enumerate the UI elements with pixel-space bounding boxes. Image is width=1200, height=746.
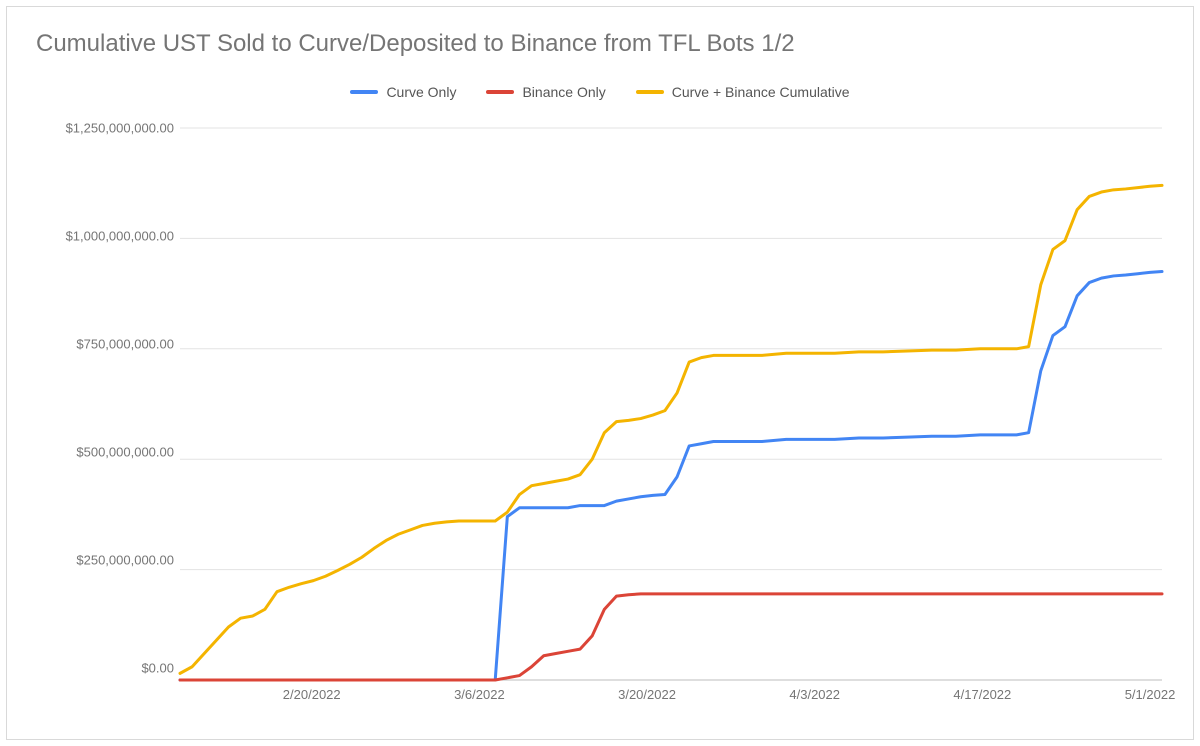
legend: Curve Only Binance Only Curve + Binance … [16,84,1184,100]
legend-label-curve: Curve Only [386,84,456,100]
x-tick-label: 4/3/2022 [789,687,840,702]
x-tick-label: 4/17/2022 [953,687,1011,702]
series-binance-only [180,594,1162,680]
chart-container: Cumulative UST Sold to Curve/Deposited t… [16,16,1184,730]
plot-svg [180,128,1162,680]
legend-label-binance: Binance Only [522,84,605,100]
chart-title: Cumulative UST Sold to Curve/Deposited t… [36,30,795,58]
legend-label-cumulative: Curve + Binance Cumulative [672,84,850,100]
legend-swatch-cumulative [636,90,664,94]
y-tick-label: $750,000,000.00 [76,337,174,352]
legend-item-binance: Binance Only [486,84,605,100]
y-tick-label: $1,000,000,000.00 [66,229,174,244]
x-tick-label: 5/1/2022 [1125,687,1176,702]
y-tick-label: $1,250,000,000.00 [66,121,174,136]
series-curve-only [180,272,1162,680]
legend-item-curve: Curve Only [350,84,456,100]
series-lines [180,185,1162,680]
legend-swatch-curve [350,90,378,94]
legend-swatch-binance [486,90,514,94]
y-tick-label: $0.00 [141,661,174,676]
x-tick-label: 3/20/2022 [618,687,676,702]
y-tick-label: $250,000,000.00 [76,553,174,568]
x-tick-label: 2/20/2022 [283,687,341,702]
series-curve-binance-cumulative [180,185,1162,673]
legend-item-cumulative: Curve + Binance Cumulative [636,84,850,100]
x-tick-label: 3/6/2022 [454,687,505,702]
plot-area [180,128,1162,680]
y-tick-label: $500,000,000.00 [76,445,174,460]
